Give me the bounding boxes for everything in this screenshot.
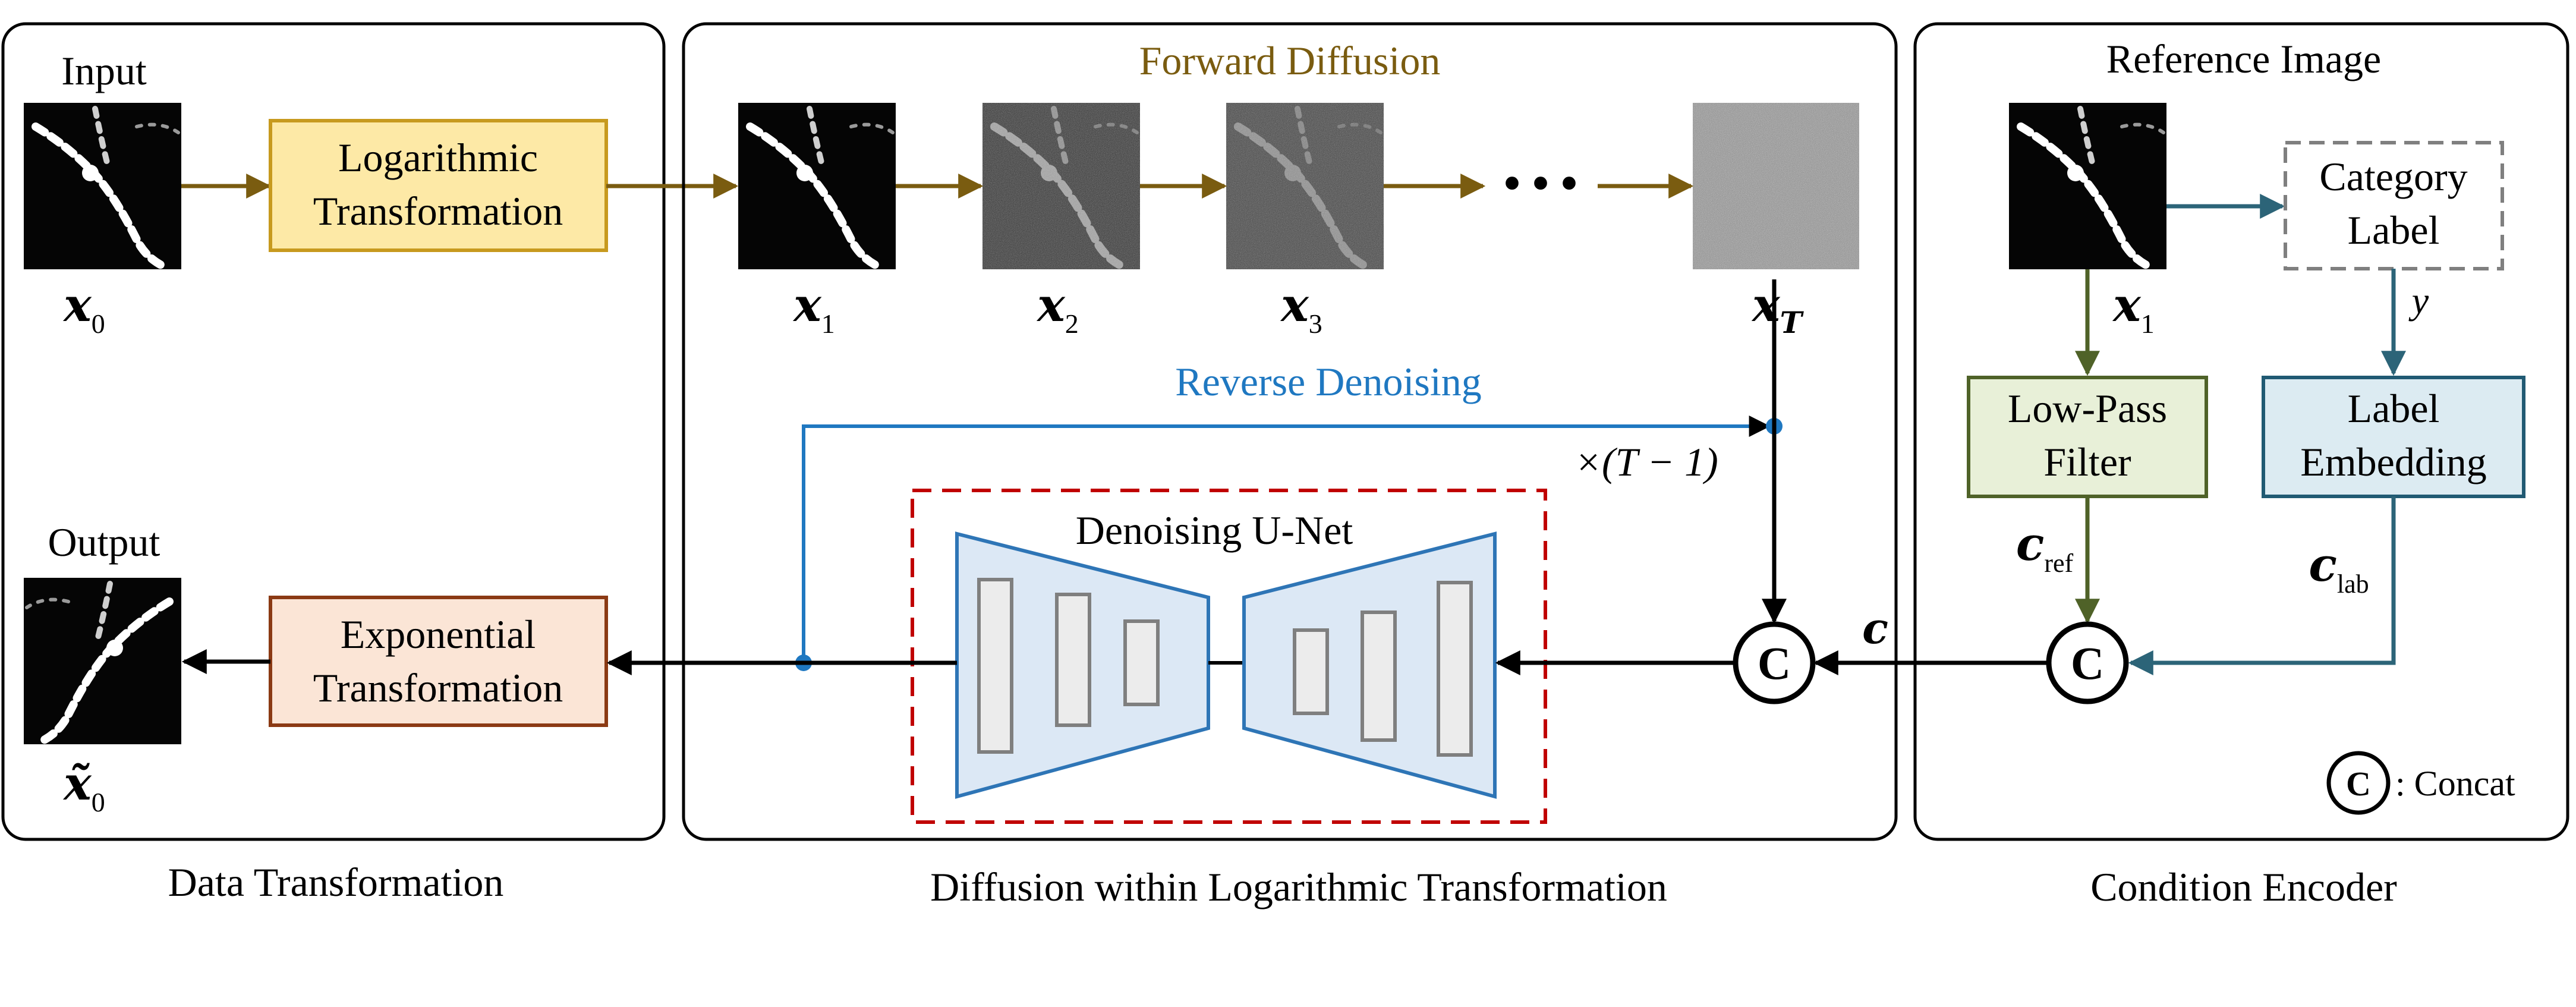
output-image — [24, 578, 181, 744]
reverse-denoising-title: Reverse Denoising — [1175, 359, 1482, 404]
unet-dashed-frame — [911, 489, 1547, 824]
reference-variable: x1 — [2112, 278, 2155, 339]
category-box-line2: Label — [2348, 207, 2440, 253]
category-box-line1: Category — [2319, 154, 2467, 199]
repeat-label: ×(T − 1) — [1574, 439, 1718, 484]
log-box-line2: Transformation — [313, 188, 563, 234]
exp-box-line2: Transformation — [313, 665, 563, 710]
label-xT: xT — [1751, 278, 1805, 340]
image-x1 — [738, 103, 896, 269]
input-label: Input — [61, 48, 147, 93]
lowpass-box-line1: Low-Pass — [2008, 386, 2167, 431]
concat-circle-icon: C — [2046, 621, 2129, 704]
exp-box-line1: Exponential — [341, 612, 536, 657]
c-lab-label: clab — [2309, 538, 2369, 599]
category-label-box: Category Label — [2284, 141, 2504, 270]
label-embedding-box: Label Embedding — [2262, 376, 2525, 498]
log-transformation-box: Logarithmic Transformation — [269, 119, 608, 252]
caption-data-transformation: Data Transformation — [168, 860, 504, 905]
unet-encoder — [955, 531, 1210, 799]
c-ref-label: cref — [2016, 517, 2074, 578]
label-x2: x2 — [1036, 278, 1079, 339]
ellipsis: • • • — [1504, 158, 1577, 210]
reference-image — [2009, 103, 2166, 269]
caption-diffusion: Diffusion within Logarithmic Transformat… — [930, 864, 1667, 910]
panel-frame — [1, 22, 666, 841]
legend-symbol: C — [2346, 764, 2371, 803]
condition-var-c: c — [1862, 603, 1888, 653]
concat-circle-icon — [2326, 751, 2391, 815]
image-x3 — [1226, 103, 1384, 269]
caption-condition-encoder: Condition Encoder — [2090, 864, 2397, 910]
panel-condition-encoder: Reference Image x1 Category Label y Low-… — [1813, 22, 2569, 910]
concat-circle-icon: C — [1733, 621, 1816, 704]
input-variable: x0 — [62, 278, 105, 339]
label-x1: x1 — [792, 278, 835, 339]
svg-text:C: C — [1758, 637, 1791, 689]
legend-text: : Concat — [2395, 764, 2515, 803]
unet-decoder — [1242, 531, 1497, 799]
panel-frame — [1913, 22, 2569, 841]
embedding-box-line1: Label — [2348, 386, 2440, 431]
lowpass-filter-box: Low-Pass Filter — [1967, 376, 2208, 498]
concat-legend: C : Concat — [2326, 751, 2515, 815]
forward-diffusion-title: Forward Diffusion — [1139, 38, 1441, 83]
label-x3: x3 — [1280, 278, 1322, 339]
input-image — [24, 103, 181, 269]
reverse-loop-arrow — [802, 416, 1771, 663]
log-box-line1: Logarithmic — [338, 135, 538, 180]
panel-diffusion: Forward Diffusion • • • x1 x2 x3 xT Reve… — [606, 22, 1898, 910]
exp-transformation-box: Exponential Transformation — [269, 596, 608, 727]
lowpass-box-line2: Filter — [2043, 439, 2131, 484]
unet-title: Denoising U-Net — [1076, 508, 1353, 553]
arrow-embedding-to-concat — [2128, 496, 2396, 675]
image-xT — [1693, 103, 1859, 269]
panel-frame — [682, 22, 1898, 841]
image-x2 — [982, 103, 1140, 269]
output-variable: x̃0 — [62, 757, 105, 817]
embedding-box-line2: Embedding — [2300, 439, 2487, 484]
label-y: y — [2408, 279, 2429, 322]
output-label: Output — [48, 520, 160, 565]
panel-data-transformation: Input x0 Logarithmic Transformation Outp… — [1, 22, 666, 905]
svg-text:C: C — [2071, 637, 2104, 689]
reference-image-title: Reference Image — [2106, 36, 2381, 81]
